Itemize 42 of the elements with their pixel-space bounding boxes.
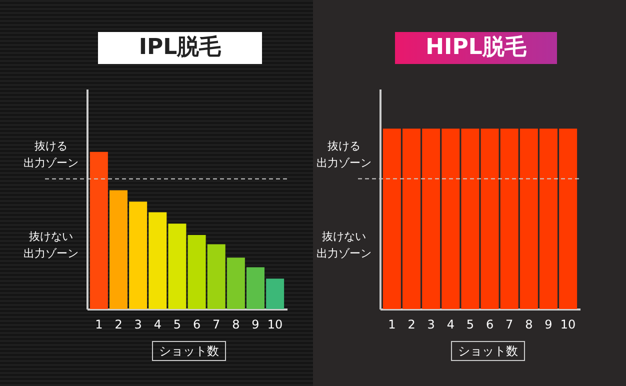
chart-title: HIPL脱毛 [395, 32, 557, 64]
chart-title: IPL脱毛 [98, 32, 262, 64]
bar [90, 152, 108, 309]
text: 出力ゾーン [24, 156, 78, 170]
text: 抜ける [34, 140, 68, 153]
x-tick-label: 5 [466, 318, 474, 332]
text: 出力ゾーン [316, 156, 372, 170]
bar [226, 258, 245, 309]
x-tick-label: 10 [267, 318, 283, 332]
bar [148, 212, 167, 309]
x-axis-title: ショット数 [451, 341, 525, 361]
x-tick-label: 10 [560, 318, 576, 332]
x-tick-label: 4 [446, 318, 454, 332]
x-tick-label: 7 [212, 318, 220, 332]
text: 出力ゾーン [24, 246, 78, 260]
x-tick-label: 2 [408, 318, 416, 332]
bar [246, 267, 264, 309]
x-tick-label: 2 [114, 318, 122, 332]
bar [188, 234, 206, 309]
bar [207, 244, 226, 309]
x-tick-label: 3 [134, 318, 142, 332]
x-tick-label: 9 [544, 318, 552, 332]
x-tick-label: 8 [525, 318, 533, 332]
x-axis-title: ショット数 [152, 341, 226, 361]
text: 抜けない [29, 230, 73, 243]
bar [266, 278, 284, 309]
x-tick-label: 3 [427, 318, 435, 332]
bar [110, 190, 128, 309]
text: 抜ける [328, 140, 360, 153]
text: 出力ゾーン [316, 246, 372, 260]
x-tick-label: 6 [192, 318, 201, 332]
x-tick-label: 7 [506, 318, 514, 332]
x-tick-label: 8 [232, 318, 240, 332]
bar [129, 202, 148, 309]
text: 抜けない [322, 230, 366, 243]
x-tick-label: 6 [486, 318, 494, 332]
x-tick-label: 1 [388, 318, 396, 332]
x-tick-label: 4 [154, 318, 162, 332]
x-tick-label: 5 [173, 318, 182, 332]
x-tick-label: 9 [252, 318, 260, 332]
bar [168, 224, 186, 309]
x-tick-label: 1 [95, 318, 103, 332]
